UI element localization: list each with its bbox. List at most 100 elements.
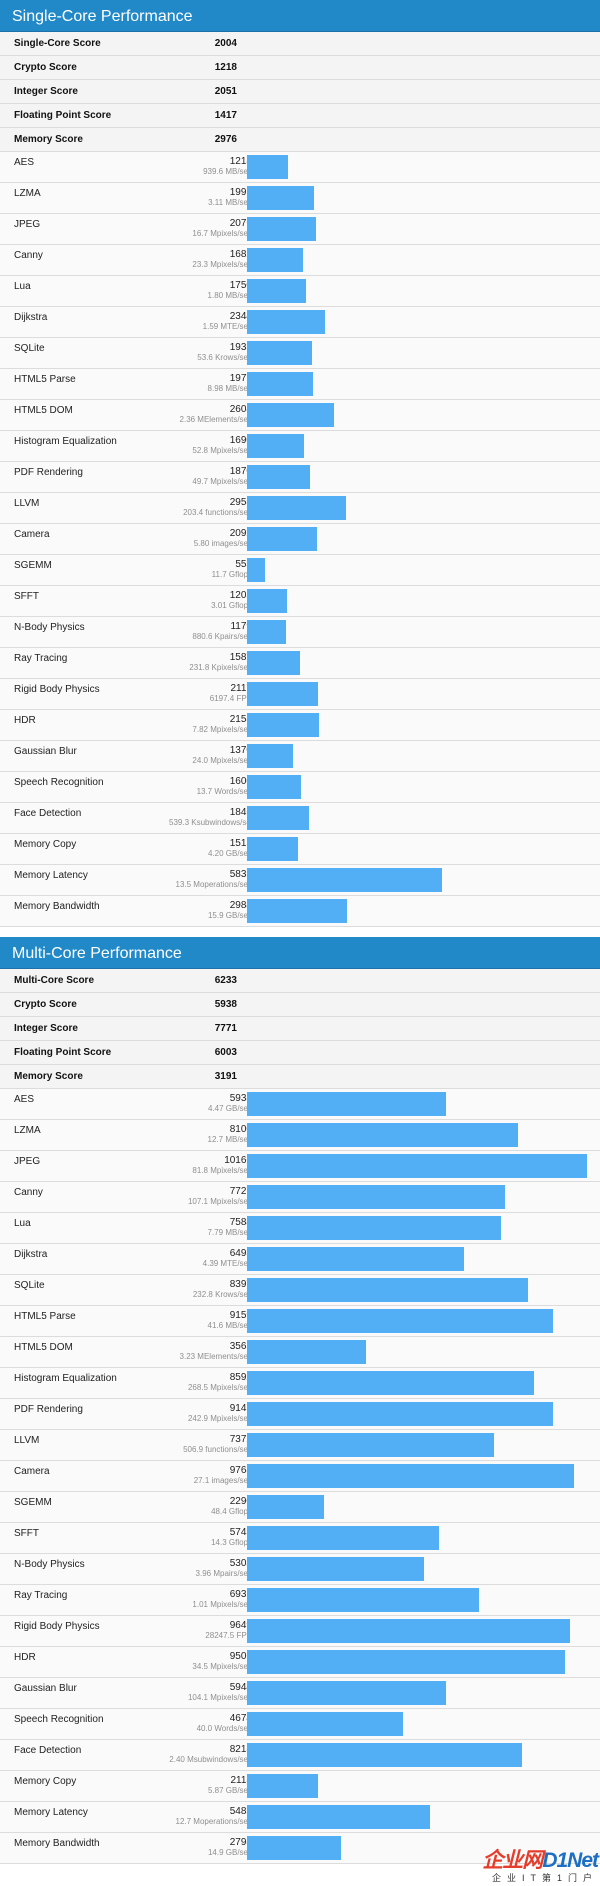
- benchmark-row-llvm: LLVM 7372 506.9 functions/sec: [0, 1430, 600, 1461]
- score-name: Crypto Score: [14, 62, 77, 73]
- benchmark-row-ray-tracing: Ray Tracing 6931 1.01 Mpixels/sec: [0, 1585, 600, 1616]
- benchmark-name: Gaussian Blur: [14, 746, 77, 757]
- benchmark-detail: 5.87 GB/sec: [207, 1786, 252, 1795]
- benchmark-detail: 2.40 Msubwindows/sec: [169, 1755, 252, 1764]
- benchmark-detail: 48.4 Gflops: [211, 1507, 252, 1516]
- benchmark-name: Histogram Equalization: [14, 1373, 117, 1384]
- benchmark-score: 1977: [229, 373, 252, 384]
- benchmark-bar: [247, 1092, 446, 1116]
- benchmark-score: 2117: [230, 683, 252, 694]
- benchmark-name: Face Detection: [14, 1745, 82, 1756]
- benchmark-values: 2608 2.36 MElements/sec: [169, 400, 252, 425]
- score-name: Integer Score: [14, 1023, 78, 1034]
- benchmark-name: Camera: [14, 529, 50, 540]
- benchmark-score: 2158: [229, 714, 252, 725]
- benchmark-detail: 231.8 Kpixels/sec: [189, 663, 252, 672]
- score-row-single-core-score: Single-Core Score 2004: [0, 32, 600, 56]
- benchmark-row-hdr: HDR 9506 34.5 Mpixels/sec: [0, 1647, 600, 1678]
- score-row-floating-point-score: Floating Point Score 1417: [0, 104, 600, 128]
- benchmark-row-face-detection: Face Detection 8218 2.40 Msubwindows/sec: [0, 1740, 600, 1771]
- benchmark-name: Memory Bandwidth: [14, 1838, 100, 1849]
- score-name: Floating Point Score: [14, 1047, 112, 1058]
- benchmark-values: 5305 3.96 Mpairs/sec: [169, 1554, 252, 1579]
- benchmark-name: SQLite: [14, 1280, 45, 1291]
- benchmark-name: Rigid Body Physics: [14, 1621, 100, 1632]
- watermark-blue-text: D1Net: [542, 1849, 599, 1872]
- benchmark-name: N-Body Physics: [14, 622, 85, 633]
- benchmark-score: 1846: [229, 807, 252, 818]
- benchmark-bar: [247, 1309, 553, 1333]
- benchmark-bar: [247, 155, 288, 179]
- score-value: 2051: [214, 86, 237, 97]
- benchmark-values: 9768 27.1 images/sec: [169, 1461, 252, 1486]
- benchmark-detail: 12.7 MB/sec: [207, 1135, 252, 1144]
- benchmark-detail: 24.0 Mpixels/sec: [192, 756, 252, 765]
- benchmark-score: 2798: [229, 1837, 252, 1848]
- benchmark-row-sgemm: SGEMM 2290 48.4 Gflops: [0, 1492, 600, 1523]
- benchmark-bar: [247, 1681, 446, 1705]
- score-value: 6003: [214, 1047, 237, 1058]
- benchmark-values: 2984 15.9 GB/sec: [169, 896, 252, 921]
- benchmark-values: 1587 231.8 Kpixels/sec: [169, 648, 252, 673]
- benchmark-bar: [247, 1123, 518, 1147]
- benchmark-score: 1870: [229, 466, 252, 477]
- benchmark-detail: 27.1 images/sec: [193, 1476, 252, 1485]
- benchmark-detail: 3.01 Gflops: [211, 601, 252, 610]
- benchmark-bar: [247, 682, 318, 706]
- benchmark-score: 2984: [229, 900, 252, 911]
- benchmark-row-lua: Lua 1750 1.80 MB/sec: [0, 276, 600, 307]
- benchmark-bar: [247, 1185, 505, 1209]
- benchmark-row-lzma: LZMA 1991 3.11 MB/sec: [0, 183, 600, 214]
- benchmark-detail: 8.98 MB/sec: [207, 384, 252, 393]
- benchmark-bar: [247, 1588, 479, 1612]
- benchmark-name: JPEG: [14, 219, 41, 230]
- benchmark-values: 1991 3.11 MB/sec: [169, 183, 252, 208]
- benchmark-bar: [247, 1557, 424, 1581]
- benchmark-row-canny: Canny 7721 107.1 Mpixels/sec: [0, 1182, 600, 1213]
- benchmark-detail: 107.1 Mpixels/sec: [187, 1197, 252, 1206]
- benchmark-row-hdr: HDR 2158 7.82 Mpixels/sec: [0, 710, 600, 741]
- benchmark-bar: [247, 775, 301, 799]
- benchmark-row-memory-bandwidth: Memory Bandwidth 2984 15.9 GB/sec: [0, 896, 600, 927]
- benchmark-row-gaussian-blur: Gaussian Blur 1370 24.0 Mpixels/sec: [0, 741, 600, 772]
- benchmark-name: LLVM: [14, 498, 40, 509]
- score-row-integer-score: Integer Score 2051: [0, 80, 600, 104]
- benchmark-row-camera: Camera 9768 27.1 images/sec: [0, 1461, 600, 1492]
- benchmark-score: 2118: [230, 1775, 252, 1786]
- benchmark-values: 9159 41.6 MB/sec: [169, 1306, 252, 1331]
- benchmark-row-face-detection: Face Detection 1846 539.3 Ksubwindows/sec: [0, 803, 600, 834]
- benchmark-detail: 203.4 functions/sec: [183, 508, 252, 517]
- benchmark-detail: 7.79 MB/sec: [207, 1228, 252, 1237]
- benchmark-values: 7372 506.9 functions/sec: [169, 1430, 252, 1455]
- benchmark-name: Canny: [14, 250, 43, 261]
- benchmark-bar: [247, 1216, 501, 1240]
- benchmark-score: 5835: [229, 869, 252, 880]
- benchmark-values: 1977 8.98 MB/sec: [169, 369, 252, 394]
- benchmark-score: 1370: [229, 745, 252, 756]
- score-name: Single-Core Score: [14, 38, 101, 49]
- benchmark-name: HDR: [14, 1652, 36, 1663]
- benchmark-name: SFFT: [14, 1528, 39, 1539]
- benchmark-score: 9649: [229, 1620, 252, 1631]
- benchmark-detail: 4.47 GB/sec: [207, 1104, 252, 1113]
- benchmark-score: 7721: [229, 1186, 252, 1197]
- benchmark-row-llvm: LLVM 2958 203.4 functions/sec: [0, 493, 600, 524]
- benchmark-detail: 104.1 Mpixels/sec: [187, 1693, 252, 1702]
- benchmark-bar: [247, 837, 298, 861]
- benchmark-detail: 13.5 Moperations/sec: [175, 880, 253, 889]
- benchmark-values: 1933 53.6 Krows/sec: [169, 338, 252, 363]
- benchmark-name: Camera: [14, 1466, 50, 1477]
- benchmark-score: 2076: [229, 218, 252, 229]
- benchmark-values: 1750 1.80 MB/sec: [169, 276, 252, 301]
- benchmark-values: 5745 14.3 Gflops: [169, 1523, 252, 1548]
- benchmark-bar: [247, 589, 287, 613]
- benchmark-bar: [247, 1836, 341, 1860]
- benchmark-values: 1846 539.3 Ksubwindows/sec: [169, 803, 255, 828]
- benchmark-bar: [247, 279, 306, 303]
- score-value: 2976: [214, 134, 237, 145]
- score-row-memory-score: Memory Score 3191: [0, 1065, 600, 1089]
- benchmark-score: 5938: [229, 1093, 252, 1104]
- benchmark-values: 8592 268.5 Mpixels/sec: [169, 1368, 252, 1393]
- benchmark-score: 8592: [229, 1372, 252, 1383]
- watermark-tagline: 企业IT第1门户: [491, 1873, 598, 1883]
